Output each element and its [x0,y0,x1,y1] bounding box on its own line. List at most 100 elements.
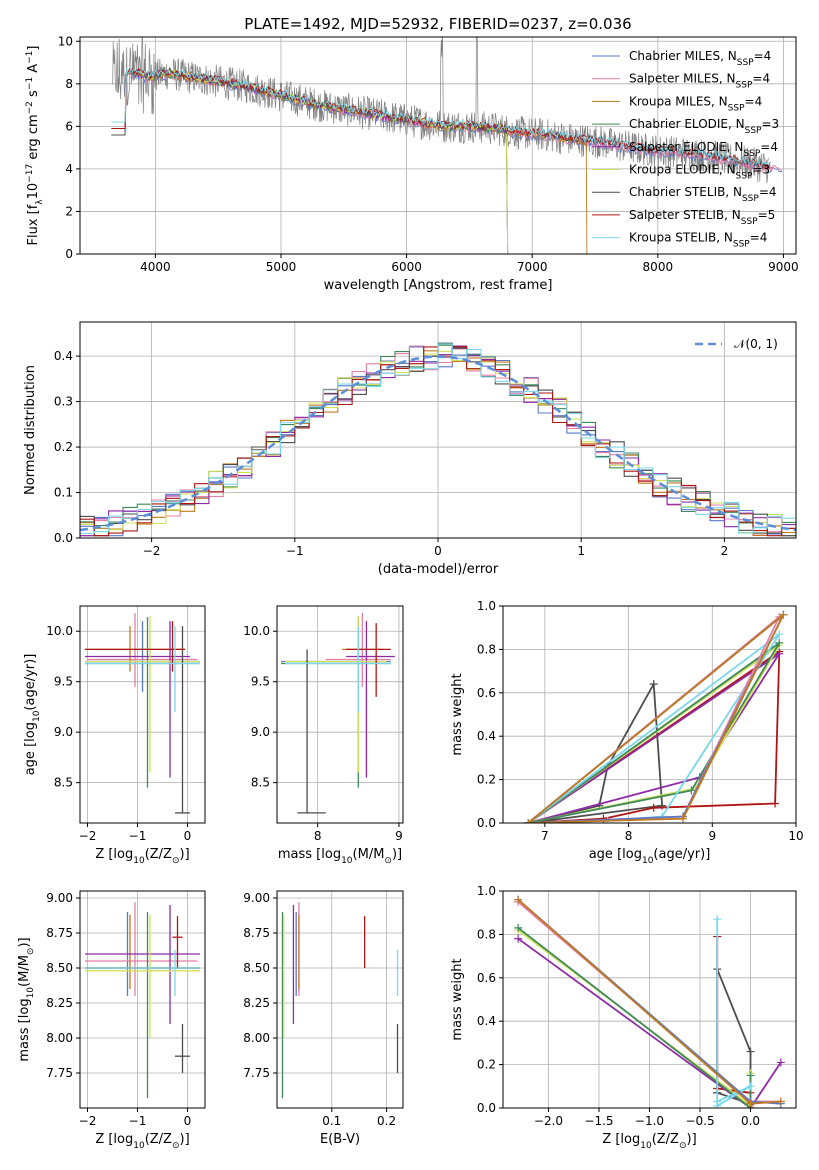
panel-mass_vs_Z: −2 −1 0 7.75 8.00 8.25 8.50 8.75 9.00 Z [log10(Z/… [17,890,206,1151]
x-tick-label: 2 [721,544,729,558]
x-tick-label: 0 [434,544,442,558]
y-tick-label: 0.0 [477,1101,496,1115]
mass-weight-marker [771,799,780,808]
gaussian-curve [80,355,796,532]
x-tick-label: −1 [129,829,147,843]
mass-weight-line [527,614,785,823]
figure-title: PLATE=1492, MJD=52932, FIBERID=0237, z=0… [244,15,631,33]
x-tick-label: −1 [129,1114,147,1128]
axes-frame [276,890,404,1109]
mass-weight-marker [524,819,533,823]
y-tick-label: 9.00 [243,891,270,905]
mass-weight-marker [746,1071,755,1080]
y-tick-label: 0.4 [477,729,496,743]
x-tick-label: 10 [788,829,803,843]
mass-weight-line [527,642,781,823]
x-axis-label: (data-model)/error [378,562,499,577]
x-tick-label: 9 [395,829,403,843]
mass-weight-marker [514,895,523,904]
mass-weight-marker [713,915,722,924]
spectrum-legend: Chabrier MILES, NSSP=4 Salpeter MILES, NS… [592,49,779,250]
mass-weight-line [527,652,781,823]
panel-weight_vs_Z: −2.0 −1.5 −1.0 −0.5 0.0 0.0 0.2 0.4 0.6 0.8 1.0 Z [… [450,884,797,1151]
y-tick-label: 9.00 [46,891,73,905]
y-tick-label: 8.50 [46,961,73,975]
x-tick-label: −1 [286,544,304,558]
x-tick-label: 0.1 [322,1114,341,1128]
x-tick-label: −2 [79,1114,97,1128]
mass-weight-marker [746,1082,755,1091]
legend-label: Salpeter MILES, NSSP=4 [629,72,770,91]
legend-label: Kroupa STELIB, NSSP=4 [629,231,767,250]
y-axis-label: mass weight [450,673,465,755]
y-tick-label: 10.0 [243,624,270,638]
axes-frame [79,36,797,255]
y-tick-label: 0.3 [54,395,73,409]
x-axis-label: Z [log10(Z/Z⊙)] [602,1132,696,1151]
x-tick-label: 0 [184,829,192,843]
y-tick-label: 0.6 [477,971,496,985]
plot-area [85,902,200,1099]
y-tick-label: 8.25 [243,996,270,1010]
x-tick-label: 6000 [391,260,422,274]
y-axis-label: age [log10(age/yr)] [23,654,42,776]
mass-weight-marker [779,610,788,619]
x-tick-label: −2.0 [534,1114,563,1128]
y-tick-label: 8.50 [243,961,270,975]
mass-weight-marker [775,638,784,647]
x-axis-label: Z [log10(Z/Z⊙)] [95,1132,189,1151]
x-tick-label: 7000 [517,260,548,274]
mass-weight-line [527,649,781,823]
y-tick-label: 0.8 [477,927,496,941]
y-tick-label: 9.5 [54,675,73,689]
x-axis-label: wavelength [Angstrom, rest frame] [324,278,553,293]
axes-frame [502,605,797,824]
mass-weight-marker [746,1099,755,1108]
y-tick-label: 0 [65,247,73,261]
x-tick-label: 8 [314,829,322,843]
y-tick-label: 0.4 [54,349,73,363]
spectrum-model-line [111,67,771,167]
y-tick-label: 0.2 [477,773,496,787]
grid [277,891,403,1108]
x-tick-label: −0.5 [685,1114,714,1128]
axes-frame [276,605,404,824]
y-axis-label: mass weight [450,958,465,1040]
y-tick-label: 9.0 [251,725,270,739]
x-tick-label: −1.0 [635,1114,664,1128]
panels: 4000 5000 6000 7000 8000 90000246810Chabrier … [17,34,804,1151]
y-tick-label: 8.00 [243,1031,270,1045]
y-tick-label: 8.75 [46,926,73,940]
plot-area [85,613,200,814]
x-tick-label: 0 [184,1114,192,1128]
grid [277,606,403,823]
x-tick-label: 5000 [266,260,297,274]
panel-residuals: −2 −1 0 1 2 0.0 0.1 0.2 0.3 0.4 𝒩(0, 1) (data-model… [23,321,797,577]
plot-area [524,610,788,823]
y-tick-label: 6 [65,119,73,133]
y-tick-label: 8.25 [46,996,73,1010]
legend-label: Salpeter STELIB, NSSP=5 [629,208,775,227]
spectrum-model-line [111,67,771,170]
legend-label: Kroupa ELODIE, NSSP=3 [629,163,770,182]
x-tick-label: 1 [577,544,585,558]
mass-weight-line [527,633,781,823]
y-tick-label: 1.0 [477,599,496,613]
y-tick-label: 9.5 [251,675,270,689]
mass-weight-marker [776,1058,785,1067]
axes-frame [79,605,206,824]
y-tick-label: 0.0 [54,531,73,545]
y-tick-label: 8.5 [54,776,73,790]
y-tick-label: 9.0 [54,725,73,739]
y-axis-label: Normed distribution [23,365,38,495]
y-tick-label: 0.4 [477,1014,496,1028]
plot-area [80,342,796,537]
legend-label: Chabrier STELIB, NSSP=4 [629,185,777,204]
mass-weight-marker [649,680,658,689]
plot-area [281,902,399,1099]
mass-weight-marker [775,649,784,658]
legend-label: Salpeter ELODIE, NSSP=4 [629,140,778,159]
panel-mass_vs_EBV: 0.1 0.2 7.75 8.00 8.25 8.50 8.75 9.00 E(B-V) [243,890,404,1147]
plot-area [514,895,785,1108]
